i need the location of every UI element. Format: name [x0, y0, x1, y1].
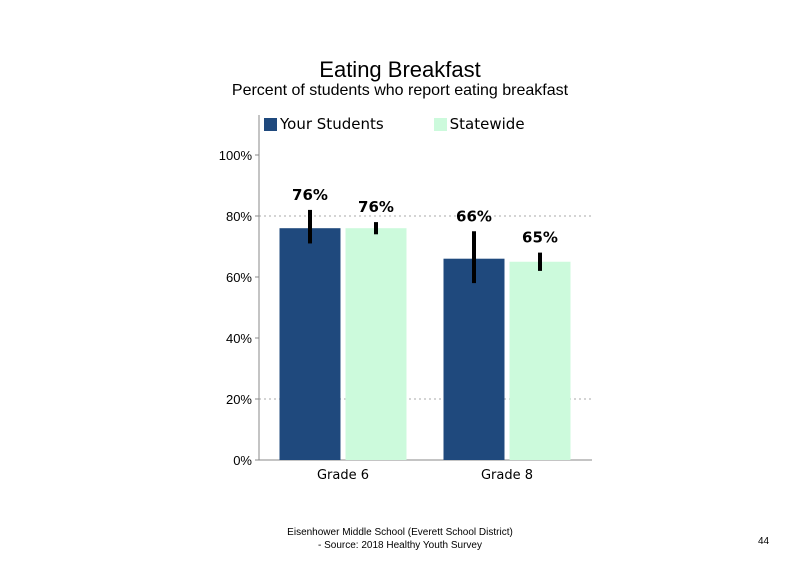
chart-subtitle: Percent of students who report eating br…: [231, 82, 569, 99]
y-tick-label: 100%: [219, 148, 253, 163]
legend-swatch-your-students: [264, 117, 277, 131]
y-tick-label: 20%: [226, 392, 252, 407]
legend-item-your-students: Your Students: [264, 115, 384, 133]
page-number: 44: [758, 536, 770, 547]
footer-source: - Source: 2018 Healthy Youth Survey: [318, 540, 482, 551]
legend-label-your-students: Your Students: [280, 115, 384, 133]
legend-label-statewide: Statewide: [449, 115, 525, 133]
legend-item-statewide: Statewide: [433, 115, 525, 133]
y-tick-label: 60%: [226, 270, 252, 285]
x-category-label: Grade 6: [317, 468, 369, 483]
y-tick-label: 80%: [226, 209, 252, 224]
x-category-label: Grade 8: [481, 468, 533, 483]
bar: [345, 228, 407, 460]
data-label: 76%: [292, 186, 328, 204]
legend: Your Students Statewide: [264, 115, 575, 133]
y-tick-label: 0%: [233, 453, 252, 468]
data-label: 76%: [358, 198, 394, 216]
data-label: 65%: [522, 229, 558, 247]
footer: Eisenhower Middle School (Everett School…: [200, 526, 600, 552]
data-label: 66%: [456, 207, 492, 225]
footer-school: Eisenhower Middle School (Everett School…: [287, 527, 513, 538]
bar: [279, 228, 341, 460]
legend-swatch-statewide: [433, 117, 447, 131]
chart-title: Eating Breakfast: [319, 57, 481, 82]
bar: [509, 261, 571, 460]
bar: [443, 258, 505, 460]
y-tick-label: 40%: [226, 331, 252, 346]
